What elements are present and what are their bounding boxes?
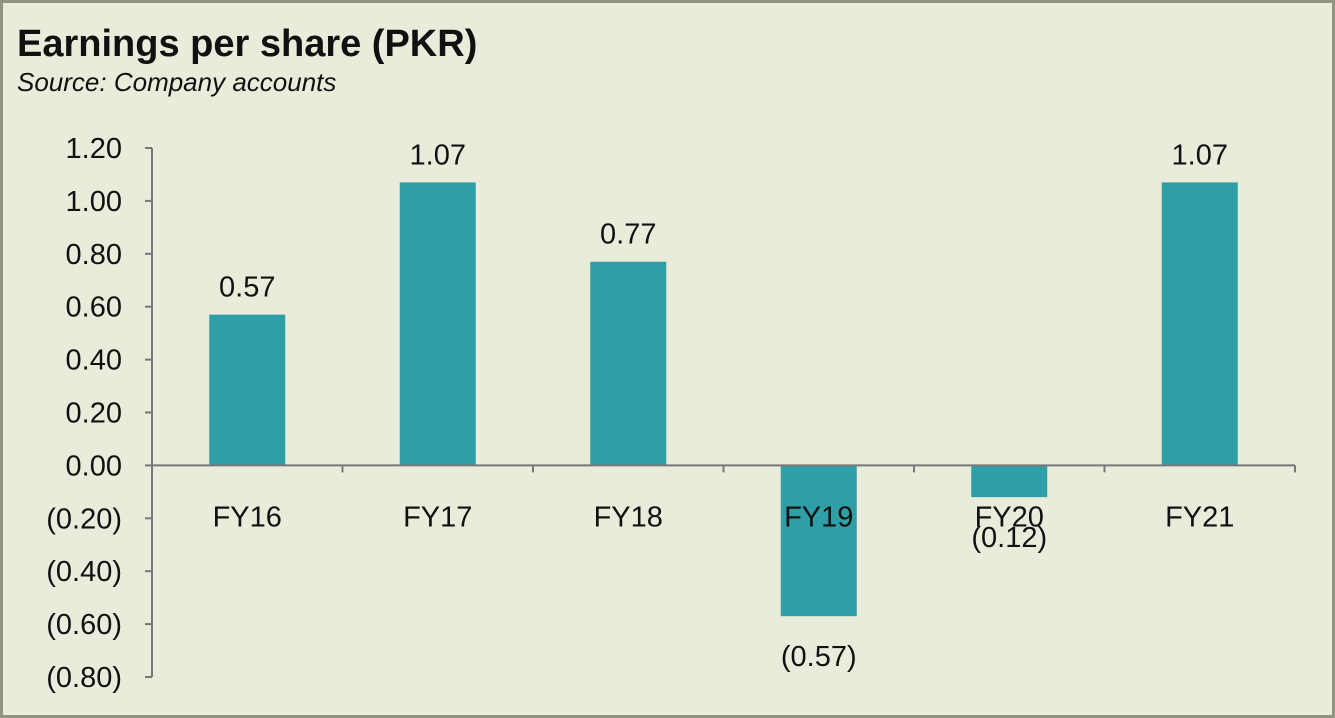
bar-fy16 xyxy=(209,314,286,466)
y-tick-label: 0.60 xyxy=(66,292,122,324)
data-label-fy19: (0.57) xyxy=(781,641,857,673)
bar-fy20 xyxy=(971,465,1048,498)
data-label-fy18: 0.77 xyxy=(600,219,656,251)
x-tick-label-fy18: FY18 xyxy=(594,501,663,533)
x-tick-label-fy20: FY20 xyxy=(975,501,1044,533)
x-tick-label-fy16: FY16 xyxy=(213,501,282,533)
y-tick-label: 0.40 xyxy=(66,345,122,377)
data-label-fy20: (0.12) xyxy=(971,522,1047,554)
y-tick-label: (0.40) xyxy=(46,556,122,588)
chart-subtitle: Source: Company accounts xyxy=(17,67,337,97)
bar-fy21 xyxy=(1161,182,1238,466)
data-label-fy21: 1.07 xyxy=(1172,139,1228,171)
x-tick-label-fy21: FY21 xyxy=(1165,501,1234,533)
bar-fy19 xyxy=(780,465,857,617)
y-tick-label: 0.80 xyxy=(66,239,122,271)
data-label-fy17: 1.07 xyxy=(410,139,466,171)
y-tick-label: 1.00 xyxy=(66,186,122,218)
y-tick-label: 0.00 xyxy=(66,450,122,482)
y-tick-label: 1.20 xyxy=(66,133,122,165)
x-tick-label-fy17: FY17 xyxy=(403,501,472,533)
y-tick-label: (0.80) xyxy=(46,662,122,694)
chart-title: Earnings per share (PKR) xyxy=(17,23,478,65)
data-label-fy16: 0.57 xyxy=(219,272,275,304)
bar-fy18 xyxy=(590,261,667,466)
y-tick-label: (0.20) xyxy=(46,503,122,535)
x-tick-label-fy19: FY19 xyxy=(784,501,853,533)
y-tick-label: 0.20 xyxy=(66,398,122,430)
y-tick-label: (0.60) xyxy=(46,609,122,641)
bar-fy17 xyxy=(399,182,476,466)
